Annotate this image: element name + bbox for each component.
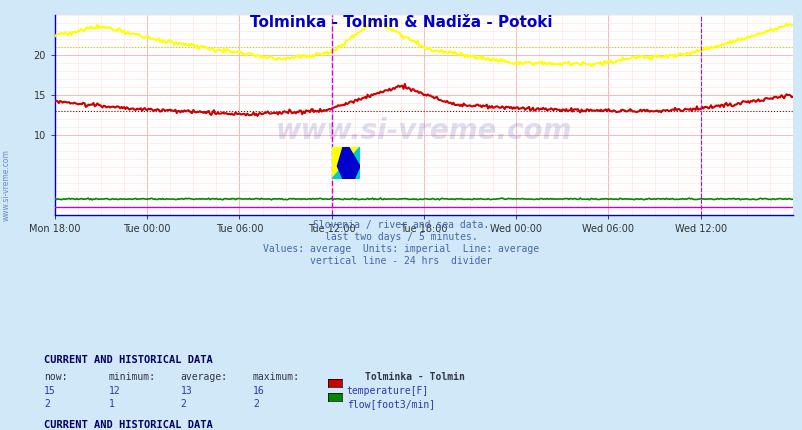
Text: 13: 13 (180, 386, 192, 396)
Text: 12: 12 (108, 386, 120, 396)
Text: 15: 15 (44, 386, 56, 396)
Text: flow[foot3/min]: flow[foot3/min] (346, 399, 435, 409)
Text: CURRENT AND HISTORICAL DATA: CURRENT AND HISTORICAL DATA (44, 420, 213, 430)
Text: average:: average: (180, 372, 228, 382)
Text: Slovenia / river and sea data.: Slovenia / river and sea data. (313, 220, 489, 230)
Text: vertical line - 24 hrs  divider: vertical line - 24 hrs divider (310, 256, 492, 266)
Text: minimum:: minimum: (108, 372, 156, 382)
Text: 1: 1 (108, 399, 114, 409)
Text: CURRENT AND HISTORICAL DATA: CURRENT AND HISTORICAL DATA (44, 355, 213, 365)
Text: www.si-vreme.com: www.si-vreme.com (275, 117, 572, 145)
Text: temperature[F]: temperature[F] (346, 386, 428, 396)
Text: 2: 2 (253, 399, 258, 409)
Polygon shape (331, 147, 359, 179)
Text: Tolminka - Tolmin: Tolminka - Tolmin (365, 372, 464, 382)
Text: www.si-vreme.com: www.si-vreme.com (2, 149, 11, 221)
Text: now:: now: (44, 372, 67, 382)
Text: last two days / 5 minutes.: last two days / 5 minutes. (325, 232, 477, 242)
Text: 2: 2 (44, 399, 50, 409)
Text: Tolminka - Tolmin & Nadiža - Potoki: Tolminka - Tolmin & Nadiža - Potoki (250, 15, 552, 30)
Polygon shape (331, 147, 359, 179)
Polygon shape (337, 147, 359, 179)
Text: maximum:: maximum: (253, 372, 300, 382)
Text: Values: average  Units: imperial  Line: average: Values: average Units: imperial Line: av… (263, 244, 539, 254)
Text: 2: 2 (180, 399, 186, 409)
Text: 16: 16 (253, 386, 265, 396)
